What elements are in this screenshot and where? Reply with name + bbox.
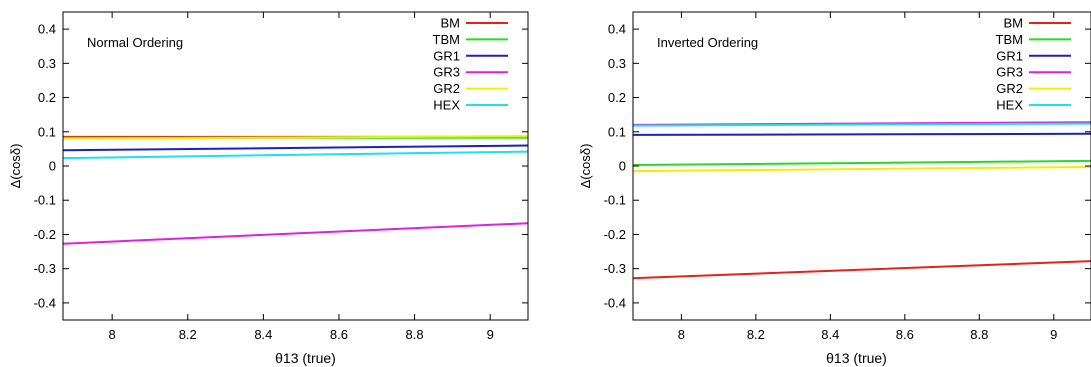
inverted-legend-label-gr2: GR2 <box>996 81 1023 96</box>
inverted-legend-label-hex: HEX <box>996 98 1023 113</box>
normal-legend-label-gr3: GR3 <box>433 65 460 80</box>
normal-x-tick-label: 8.8 <box>406 327 424 342</box>
normal-x-tick-label: 9 <box>487 327 494 342</box>
inverted-y-tick-label: 0.4 <box>608 22 626 37</box>
normal-legend-label-hex: HEX <box>433 98 460 113</box>
normal-legend-label-gr2: GR2 <box>433 81 460 96</box>
inverted-y-tick-label: 0 <box>619 159 626 174</box>
normal-series-line-gr3 <box>63 222 528 245</box>
inverted-ordering-annotation: Inverted Ordering <box>657 35 758 50</box>
normal-series-line-gr2 <box>63 135 528 140</box>
inverted-y-tick-label: 0.3 <box>608 56 626 71</box>
inverted-x-axis-label: θ13 (true) <box>826 350 887 366</box>
normal-x-tick-label: 8.6 <box>330 327 348 342</box>
inverted-y-tick-label: -0.3 <box>604 261 626 276</box>
inverted-series-line-tbm <box>633 159 1091 166</box>
normal-x-tick-label: 8.2 <box>179 327 197 342</box>
normal-legend-label-bm: BM <box>441 16 461 31</box>
normal-legend-label-tbm: TBM <box>433 32 460 47</box>
normal-x-axis-label: θ13 (true) <box>275 350 336 366</box>
normal-y-tick-label: -0.1 <box>34 193 56 208</box>
inverted-y-tick-label: 0.1 <box>608 124 626 139</box>
normal-x-tick-label: 8.4 <box>254 327 272 342</box>
inverted-y-tick-label: -0.2 <box>604 227 626 242</box>
inverted-x-tick-label: 8.8 <box>970 327 988 342</box>
inverted-ordering-chart: 0.4 0.3 0.2 0.1 0 -0.1 -0.2 -0.3 -0.4 8 8.2 8.4 8.6 8… <box>578 11 1091 366</box>
inverted-y-tick-label: -0.1 <box>604 193 626 208</box>
inverted-legend-label-tbm: TBM <box>996 32 1023 47</box>
normal-y-tick-label: -0.3 <box>34 261 56 276</box>
inverted-y-tick-label: 0.2 <box>608 90 626 105</box>
inverted-series-line-gr1 <box>633 132 1091 136</box>
inverted-series-line-gr2 <box>633 166 1091 173</box>
inverted-legend-label-gr3: GR3 <box>996 65 1023 80</box>
normal-ordering-annotation: Normal Ordering <box>87 35 183 50</box>
inverted-y-tick-label: -0.4 <box>604 295 626 310</box>
normal-y-tick-label: 0.3 <box>38 56 56 71</box>
normal-legend-label-gr1: GR1 <box>433 48 460 63</box>
inverted-series-line-bm <box>633 260 1091 280</box>
normal-y-axis-label: Δ(cosδ) <box>8 144 23 189</box>
normal-series-line-hex <box>63 150 528 160</box>
inverted-legend-label-gr1: GR1 <box>996 48 1023 63</box>
normal-series-line-gr1 <box>63 144 528 152</box>
normal-y-tick-label: 0.4 <box>38 22 56 37</box>
normal-y-tick-label: 0.2 <box>38 90 56 105</box>
normal-y-tick-label: 0.1 <box>38 124 56 139</box>
inverted-x-tick-label: 9 <box>1050 327 1057 342</box>
normal-ordering-chart: 0.4 0.3 0.2 0.1 0 -0.1 -0.2 -0.3 -0.4 8 8.2 8.4 8.6 8… <box>8 11 529 366</box>
inverted-x-tick-label: 8 <box>678 327 685 342</box>
inverted-x-tick-label: 8.4 <box>821 327 839 342</box>
inverted-y-axis-label: Δ(cosδ) <box>578 144 593 189</box>
normal-y-tick-label: 0 <box>49 159 56 174</box>
inverted-legend-label-bm: BM <box>1004 16 1024 31</box>
inverted-series-lines <box>633 121 1091 280</box>
normal-y-tick-label: -0.4 <box>34 295 56 310</box>
inverted-series-line-hex <box>633 122 1091 127</box>
inverted-x-tick-label: 8.2 <box>747 327 765 342</box>
normal-y-tick-label: -0.2 <box>34 227 56 242</box>
normal-series-lines <box>63 135 528 245</box>
normal-x-tick-label: 8 <box>109 327 116 342</box>
inverted-x-tick-label: 8.6 <box>896 327 914 342</box>
